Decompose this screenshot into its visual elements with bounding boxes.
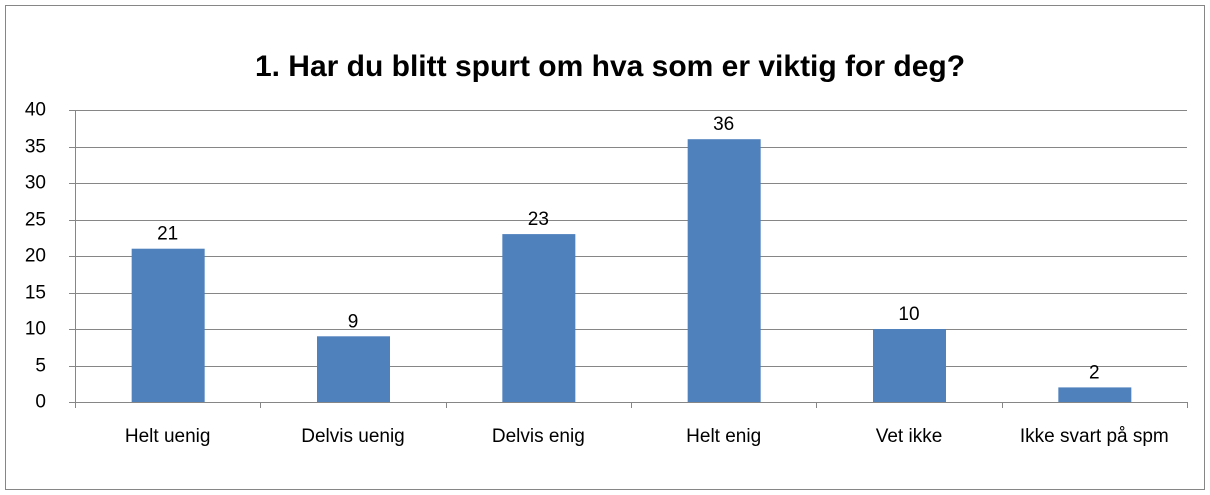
x-tick-label: Delvis enig bbox=[491, 426, 585, 447]
data-label: 21 bbox=[157, 224, 178, 245]
bar bbox=[873, 329, 946, 402]
x-tick-label: Delvis uenig bbox=[301, 426, 405, 447]
bar bbox=[1058, 387, 1132, 402]
bar bbox=[502, 234, 576, 402]
data-label: 9 bbox=[348, 311, 359, 332]
chart-title: 1. Har du blitt spurt om hva som er vikt… bbox=[255, 50, 965, 83]
y-tick-label: 30 bbox=[25, 173, 46, 194]
y-tick-label: 35 bbox=[25, 137, 46, 158]
y-tick-label: 25 bbox=[25, 210, 46, 231]
bar bbox=[687, 139, 761, 402]
y-tick-label: 10 bbox=[25, 319, 46, 340]
x-tick-label: Vet ikke bbox=[875, 426, 943, 447]
data-label: 10 bbox=[898, 304, 919, 325]
data-label: 2 bbox=[1089, 362, 1100, 383]
y-tick-label: 15 bbox=[25, 283, 46, 304]
data-label: 36 bbox=[713, 114, 734, 135]
y-tick-label: 40 bbox=[25, 100, 46, 121]
x-tick-label: Helt uenig bbox=[124, 426, 211, 447]
bar bbox=[131, 248, 205, 402]
y-tick-label: 5 bbox=[35, 356, 46, 377]
y-tick-label: 0 bbox=[35, 392, 46, 413]
chart-border bbox=[5, 5, 1205, 490]
x-tick-label: Helt enig bbox=[686, 426, 762, 447]
bar bbox=[317, 336, 390, 402]
x-tick-label: Ikke svart på spm bbox=[1019, 426, 1169, 447]
data-label: 23 bbox=[528, 209, 549, 230]
y-tick-label: 20 bbox=[25, 246, 46, 267]
